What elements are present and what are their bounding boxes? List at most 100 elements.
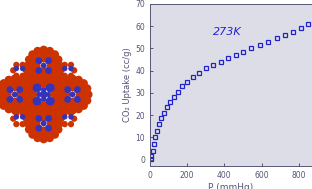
Circle shape — [45, 111, 51, 116]
Circle shape — [0, 101, 8, 110]
Circle shape — [46, 84, 55, 92]
Circle shape — [51, 111, 58, 117]
Circle shape — [29, 65, 37, 72]
Circle shape — [13, 121, 19, 127]
Circle shape — [68, 66, 74, 71]
Circle shape — [53, 90, 58, 95]
Circle shape — [30, 69, 41, 81]
Circle shape — [41, 63, 46, 69]
Circle shape — [84, 90, 93, 99]
Circle shape — [33, 97, 41, 105]
Circle shape — [46, 105, 50, 110]
Circle shape — [48, 127, 55, 135]
Circle shape — [51, 130, 59, 139]
Circle shape — [0, 94, 8, 101]
Circle shape — [58, 111, 64, 117]
Circle shape — [41, 120, 46, 126]
Circle shape — [8, 80, 16, 88]
Circle shape — [30, 76, 36, 81]
Circle shape — [74, 105, 83, 113]
Circle shape — [70, 86, 76, 91]
Circle shape — [20, 92, 26, 97]
Circle shape — [41, 57, 46, 63]
Circle shape — [29, 59, 37, 67]
Circle shape — [39, 135, 48, 143]
Circle shape — [23, 67, 29, 74]
Circle shape — [41, 116, 46, 122]
Circle shape — [50, 85, 55, 90]
Circle shape — [28, 100, 38, 110]
Circle shape — [46, 134, 54, 142]
Circle shape — [68, 74, 77, 83]
Circle shape — [32, 105, 36, 110]
Circle shape — [57, 101, 66, 110]
Circle shape — [61, 99, 66, 104]
Circle shape — [24, 90, 29, 95]
Circle shape — [14, 101, 22, 109]
Circle shape — [76, 98, 84, 106]
Circle shape — [33, 84, 41, 92]
Circle shape — [41, 115, 46, 120]
Circle shape — [74, 88, 80, 93]
Circle shape — [74, 76, 83, 84]
Circle shape — [68, 73, 74, 79]
Circle shape — [46, 105, 54, 113]
Circle shape — [57, 97, 69, 108]
Circle shape — [30, 98, 34, 102]
Circle shape — [53, 93, 63, 103]
Circle shape — [68, 110, 74, 116]
Circle shape — [80, 101, 88, 110]
Circle shape — [39, 103, 48, 112]
Circle shape — [35, 115, 42, 122]
Circle shape — [71, 80, 79, 88]
Circle shape — [54, 55, 62, 64]
Circle shape — [32, 76, 36, 81]
Circle shape — [29, 80, 35, 85]
Circle shape — [48, 105, 55, 112]
Circle shape — [58, 98, 63, 102]
Circle shape — [46, 76, 54, 84]
Circle shape — [32, 85, 37, 90]
Circle shape — [66, 88, 71, 93]
Circle shape — [50, 99, 55, 104]
Circle shape — [66, 92, 71, 97]
Circle shape — [21, 99, 27, 104]
Circle shape — [17, 105, 25, 113]
Circle shape — [35, 125, 42, 132]
Circle shape — [10, 115, 16, 122]
Circle shape — [53, 84, 58, 88]
Text: 273K: 273K — [213, 27, 242, 37]
Circle shape — [80, 79, 88, 88]
Circle shape — [6, 92, 12, 97]
Circle shape — [33, 77, 39, 84]
Circle shape — [37, 130, 45, 138]
Circle shape — [16, 96, 23, 103]
Circle shape — [45, 67, 52, 74]
Circle shape — [8, 101, 16, 109]
Circle shape — [31, 111, 37, 116]
Circle shape — [53, 74, 64, 85]
Circle shape — [46, 97, 55, 105]
Circle shape — [30, 83, 36, 89]
Circle shape — [23, 104, 34, 115]
Circle shape — [37, 109, 45, 117]
Circle shape — [18, 92, 24, 97]
Circle shape — [17, 92, 22, 97]
Circle shape — [45, 73, 51, 78]
Circle shape — [59, 89, 71, 100]
Circle shape — [51, 73, 56, 78]
Circle shape — [37, 67, 42, 73]
Circle shape — [61, 110, 68, 116]
Circle shape — [53, 104, 58, 109]
Circle shape — [38, 68, 49, 79]
Circle shape — [20, 105, 27, 112]
Circle shape — [61, 105, 67, 112]
Circle shape — [74, 86, 81, 93]
Circle shape — [16, 88, 22, 93]
Circle shape — [37, 125, 42, 130]
Circle shape — [40, 92, 45, 97]
Circle shape — [46, 76, 50, 81]
Circle shape — [5, 76, 13, 84]
Circle shape — [41, 126, 46, 132]
Circle shape — [68, 121, 74, 127]
